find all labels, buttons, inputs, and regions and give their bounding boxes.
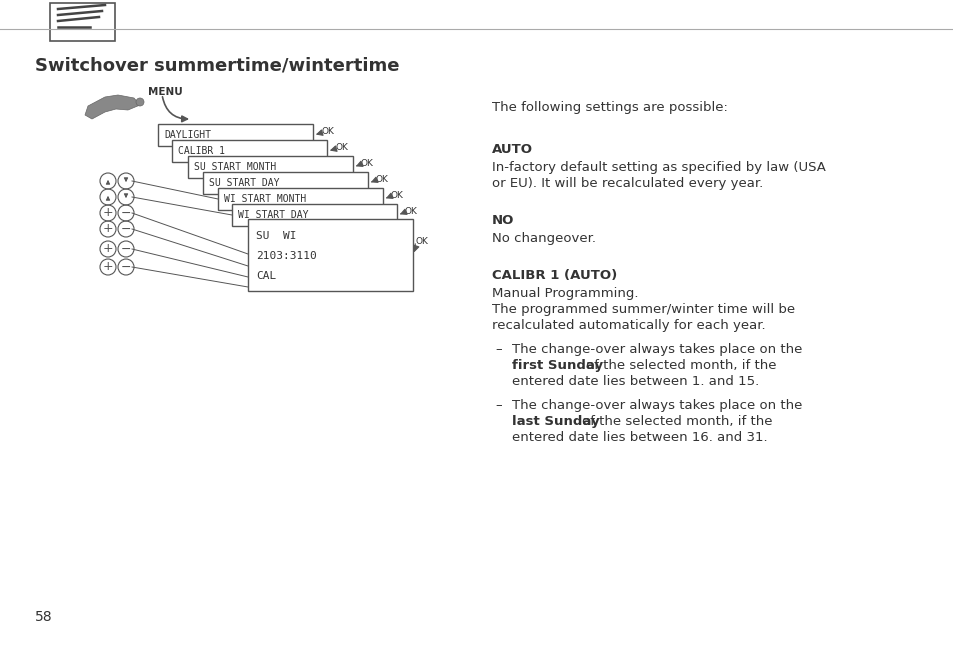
Text: Manual Programming.: Manual Programming. <box>492 287 638 300</box>
Polygon shape <box>85 95 140 119</box>
FancyBboxPatch shape <box>248 219 413 291</box>
Text: AUTO: AUTO <box>492 143 533 156</box>
Text: OK: OK <box>375 175 389 184</box>
Text: In-factory default setting as specified by law (USA: In-factory default setting as specified … <box>492 161 825 174</box>
Text: SU START MONTH: SU START MONTH <box>193 162 276 172</box>
Text: The change-over always takes place on the: The change-over always takes place on th… <box>512 399 801 412</box>
Text: +: + <box>103 206 113 219</box>
Text: DAYLIGHT: DAYLIGHT <box>164 130 211 140</box>
Text: CALIBR 1 (AUTO): CALIBR 1 (AUTO) <box>492 269 617 282</box>
FancyBboxPatch shape <box>232 204 396 226</box>
Circle shape <box>136 98 144 106</box>
Text: The following settings are possible:: The following settings are possible: <box>492 101 727 114</box>
FancyBboxPatch shape <box>50 3 115 41</box>
Text: SU  WI: SU WI <box>255 231 296 241</box>
Text: –: – <box>495 399 501 412</box>
FancyBboxPatch shape <box>172 140 327 162</box>
Text: OK: OK <box>360 160 374 169</box>
Text: OK: OK <box>335 143 349 153</box>
FancyBboxPatch shape <box>218 188 382 210</box>
Text: +: + <box>103 243 113 256</box>
Text: CALIBR 1: CALIBR 1 <box>178 146 225 156</box>
Text: entered date lies between 16. and 31.: entered date lies between 16. and 31. <box>512 431 767 444</box>
Text: –: – <box>495 343 501 356</box>
Text: 58: 58 <box>35 610 52 624</box>
Text: −: − <box>121 260 132 273</box>
Text: −: − <box>121 243 132 256</box>
Text: +: + <box>103 223 113 236</box>
Text: or EU). It will be recalculated every year.: or EU). It will be recalculated every ye… <box>492 177 762 190</box>
Text: OK: OK <box>416 236 429 245</box>
Text: −: − <box>121 223 132 236</box>
Text: entered date lies between 1. and 15.: entered date lies between 1. and 15. <box>512 375 759 388</box>
Text: first Sunday: first Sunday <box>512 359 602 372</box>
Text: OK: OK <box>322 127 335 136</box>
Text: NO: NO <box>492 214 514 227</box>
Text: WI START DAY: WI START DAY <box>237 210 308 220</box>
Text: WI START MONTH: WI START MONTH <box>224 194 306 204</box>
Text: of the selected month, if the: of the selected month, if the <box>581 415 772 428</box>
Text: The change-over always takes place on the: The change-over always takes place on th… <box>512 343 801 356</box>
FancyBboxPatch shape <box>188 156 353 178</box>
FancyBboxPatch shape <box>203 172 368 194</box>
Text: recalculated automatically for each year.: recalculated automatically for each year… <box>492 319 765 332</box>
FancyBboxPatch shape <box>158 124 313 146</box>
Text: OK: OK <box>405 208 417 217</box>
Text: MENU: MENU <box>148 87 183 97</box>
Text: Switchover summertime/wintertime: Switchover summertime/wintertime <box>35 57 399 75</box>
Text: 2103:3110: 2103:3110 <box>255 251 316 261</box>
Text: SU START DAY: SU START DAY <box>209 178 279 188</box>
Text: of the selected month, if the: of the selected month, if the <box>585 359 776 372</box>
Text: No changeover.: No changeover. <box>492 232 596 245</box>
Text: The programmed summer/winter time will be: The programmed summer/winter time will b… <box>492 303 794 316</box>
Text: CAL: CAL <box>255 271 276 281</box>
Text: last Sunday: last Sunday <box>512 415 599 428</box>
Text: −: − <box>121 206 132 219</box>
Text: +: + <box>103 260 113 273</box>
Text: OK: OK <box>391 191 403 201</box>
